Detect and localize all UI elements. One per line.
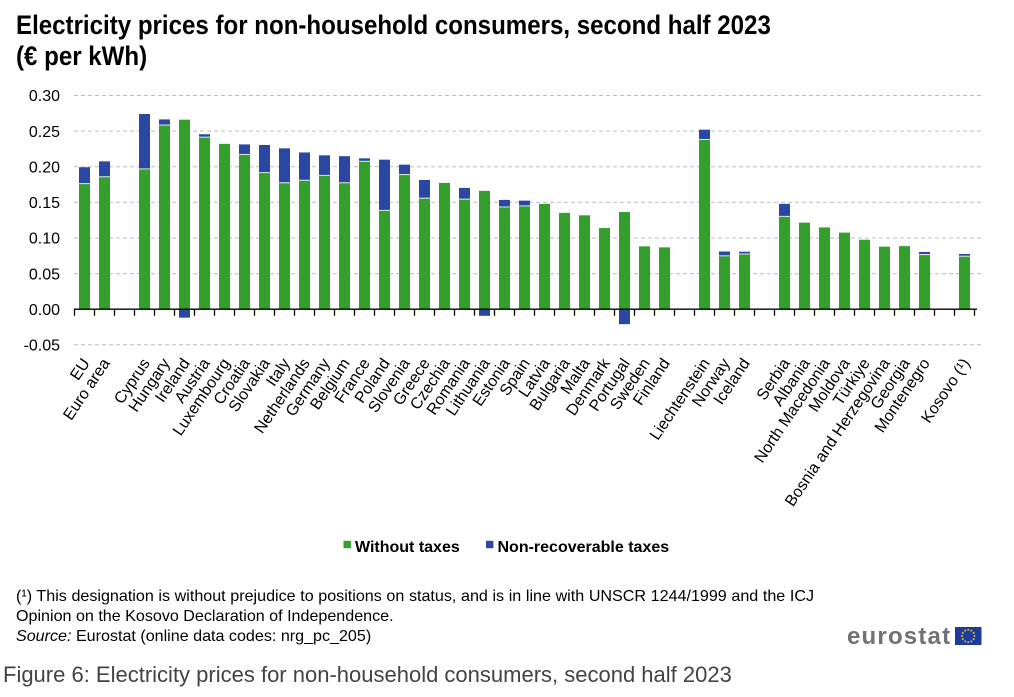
svg-text:0.10: 0.10 (29, 231, 60, 248)
svg-text:0.25: 0.25 (29, 124, 60, 141)
svg-text:0.00: 0.00 (29, 302, 60, 319)
svg-text:0.20: 0.20 (29, 159, 60, 176)
svg-text:Without taxes: Without taxes (355, 539, 460, 556)
svg-text:0.05: 0.05 (29, 266, 60, 283)
svg-text:0.15: 0.15 (29, 195, 60, 212)
svg-text:Non-recoverable taxes: Non-recoverable taxes (498, 539, 670, 556)
svg-text:-0.05: -0.05 (24, 338, 61, 355)
svg-text:0.30: 0.30 (29, 88, 60, 105)
